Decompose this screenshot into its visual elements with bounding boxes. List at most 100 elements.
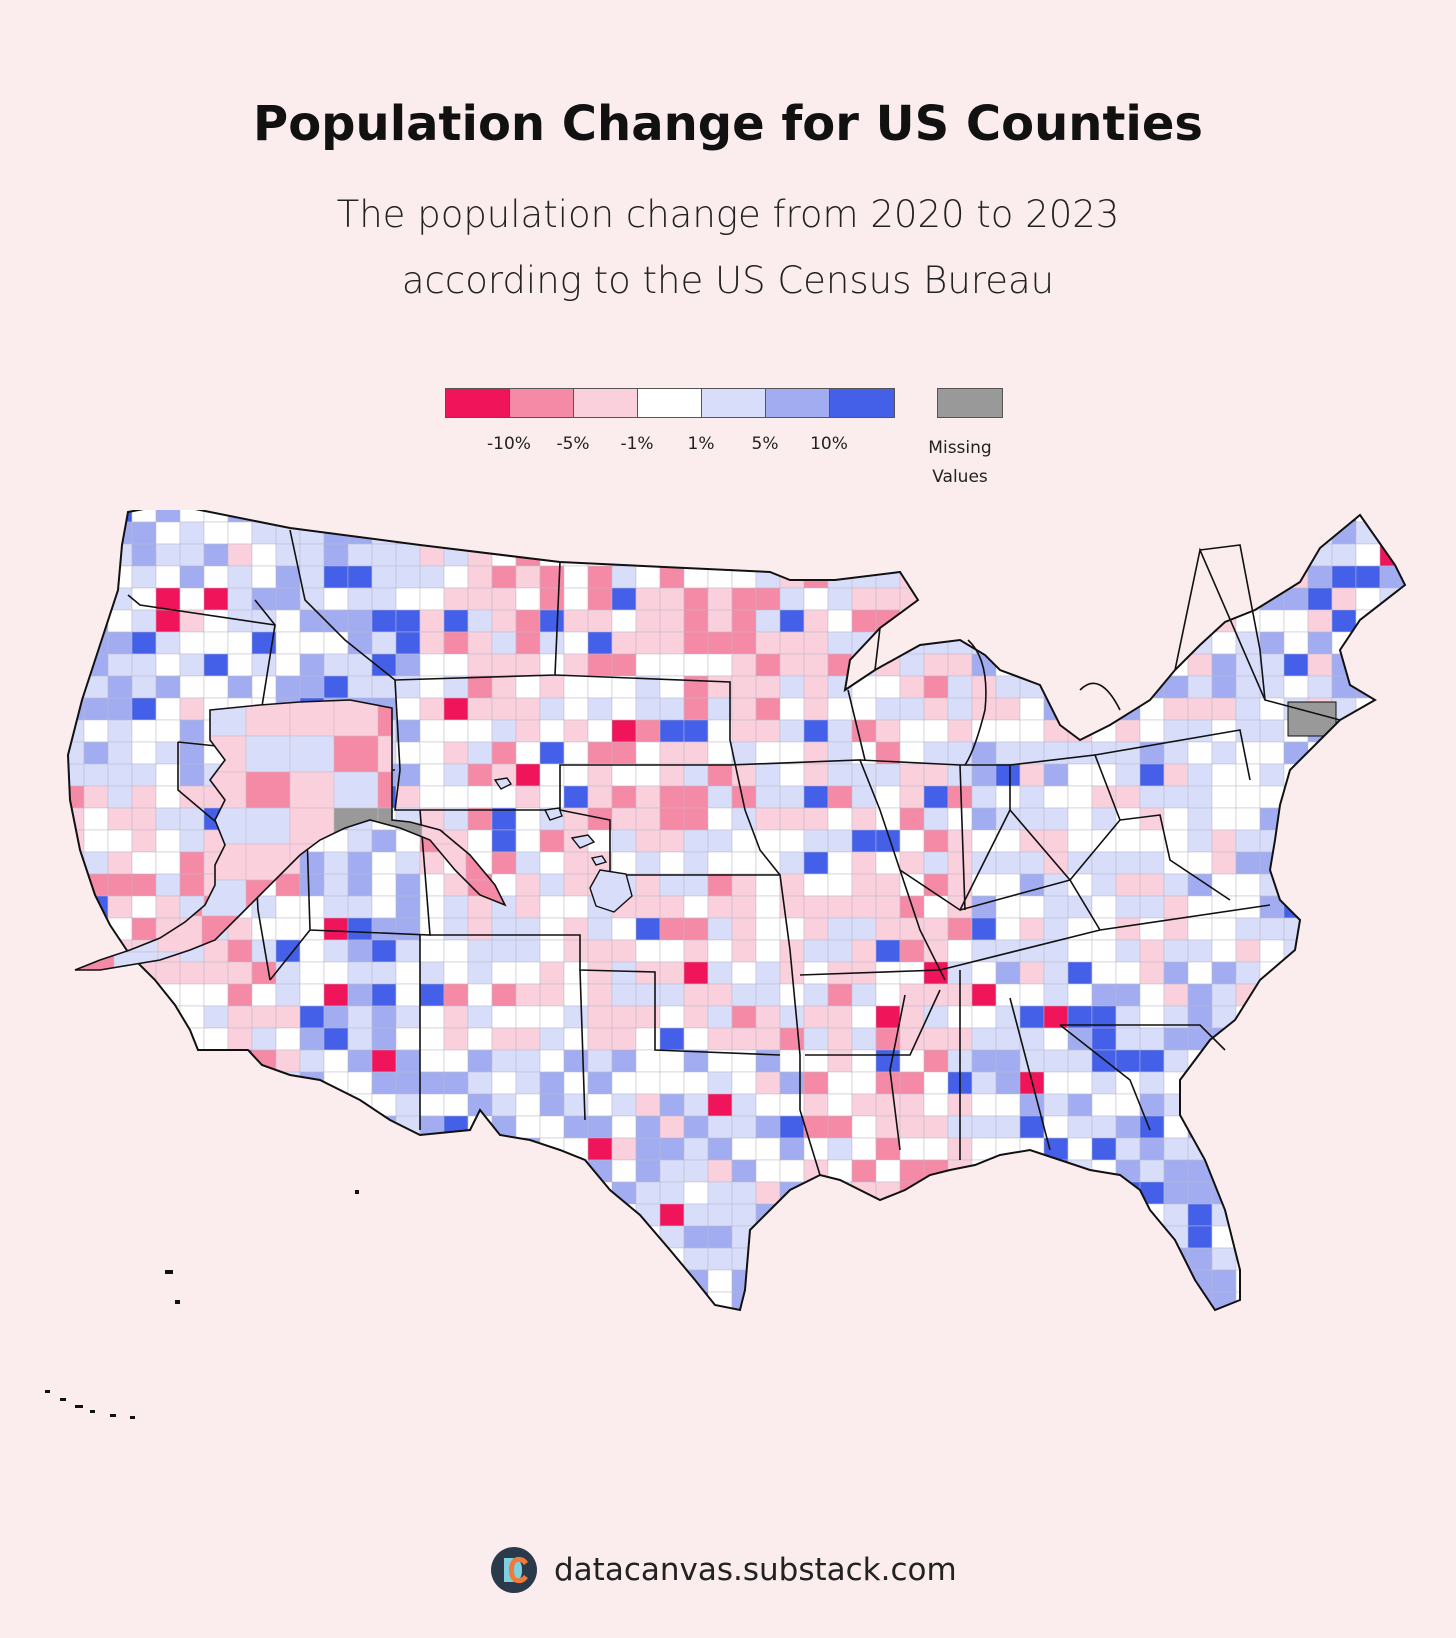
county-cell — [1331, 1181, 1357, 1205]
county-cell — [1019, 829, 1045, 853]
county-cell — [1283, 1291, 1309, 1310]
county-cell — [1019, 653, 1045, 677]
county-cell — [1259, 1269, 1285, 1293]
county-cell — [289, 771, 335, 809]
county-cell — [731, 631, 757, 655]
county-cell — [1019, 1181, 1045, 1205]
county-cell — [1139, 1269, 1165, 1293]
county-cell — [395, 510, 421, 523]
county-cell — [1355, 763, 1381, 787]
county-cell — [587, 631, 613, 655]
county-cell — [323, 851, 349, 875]
county-cell — [1355, 895, 1381, 919]
county-cell — [995, 829, 1021, 853]
county-cell — [707, 1071, 733, 1095]
county-cell — [275, 510, 301, 523]
county-cell — [467, 763, 493, 787]
county-cell — [1331, 763, 1357, 787]
county-cell — [611, 719, 637, 743]
county-cell — [1403, 675, 1405, 699]
county-cell — [227, 1049, 253, 1073]
county-cell — [491, 587, 517, 611]
county-cell — [179, 1071, 205, 1095]
county-cell — [803, 1247, 829, 1271]
county-cell — [971, 983, 997, 1007]
county-cell — [107, 521, 133, 545]
county-cell — [563, 653, 589, 677]
county-cell — [107, 1005, 133, 1029]
footer-attribution: datacanvas.substack.com — [490, 1540, 957, 1600]
county-cell — [539, 873, 565, 897]
county-cell — [1403, 1203, 1405, 1227]
county-cell — [611, 1291, 637, 1310]
county-cell — [899, 1159, 925, 1183]
county-cell — [107, 697, 133, 721]
county-cell — [1115, 1247, 1141, 1271]
county-cell — [179, 1225, 205, 1249]
county-cell — [467, 1049, 493, 1073]
county-cell — [923, 697, 949, 721]
county-cell — [923, 543, 949, 567]
county-cell — [899, 1071, 925, 1095]
county-cell — [803, 961, 829, 985]
county-cell — [971, 1247, 997, 1271]
county-cell — [1139, 829, 1165, 853]
county-cell — [1235, 653, 1261, 677]
county-cell — [1355, 1225, 1381, 1249]
county-cell — [1379, 1005, 1405, 1029]
county-cell — [635, 895, 661, 919]
county-cell — [395, 697, 421, 721]
county-cell — [515, 697, 541, 721]
county-cell — [179, 785, 205, 809]
county-cell — [1163, 851, 1189, 875]
county-cell — [731, 895, 757, 919]
county-cell — [1308, 1314, 1332, 1336]
county-cell — [419, 1291, 445, 1310]
county-cell — [467, 1291, 493, 1310]
county-cell — [731, 851, 757, 875]
county-cell — [1283, 785, 1309, 809]
county-cell — [875, 785, 901, 809]
county-cell — [275, 631, 301, 655]
county-cell — [347, 631, 373, 655]
county-cell — [1211, 807, 1237, 831]
county-cell — [923, 1247, 949, 1271]
county-cell — [132, 1314, 156, 1336]
county-cell — [131, 697, 157, 721]
county-cell — [1260, 1314, 1284, 1336]
county-cell — [1211, 653, 1237, 677]
county-cell — [1067, 1225, 1093, 1249]
county-cell — [1379, 1269, 1405, 1293]
county-cell — [419, 741, 445, 765]
county-cell — [707, 521, 733, 545]
county-cell — [107, 1203, 133, 1227]
county-cell — [875, 917, 901, 941]
county-cell — [611, 1049, 637, 1073]
county-cell — [107, 1027, 133, 1051]
county-cell — [323, 1181, 349, 1205]
county-cell — [275, 609, 301, 633]
county-cell — [683, 895, 709, 919]
county-cell — [1307, 1291, 1333, 1310]
county-cell — [179, 1269, 205, 1293]
county-cell — [1115, 1159, 1141, 1183]
county-cell — [467, 631, 493, 655]
county-cell — [1211, 741, 1237, 765]
county-cell — [635, 829, 661, 853]
county-cell — [83, 763, 109, 787]
county-cell — [971, 895, 997, 919]
county-cell — [1331, 895, 1357, 919]
footer-site-link[interactable]: datacanvas.substack.com — [554, 1552, 957, 1588]
county-cell — [1163, 1049, 1189, 1073]
legend-swatch-gt-10 — [829, 388, 895, 418]
county-cell — [1068, 1314, 1092, 1336]
county-cell — [635, 1027, 661, 1051]
county-cell — [419, 1247, 445, 1271]
county-cell — [803, 631, 829, 655]
county-cell — [227, 1291, 253, 1310]
county-cell — [1235, 1225, 1261, 1249]
county-cell — [875, 851, 901, 875]
county-cell — [1115, 1027, 1141, 1051]
county-cell — [707, 1005, 733, 1029]
county-cell — [827, 587, 853, 611]
